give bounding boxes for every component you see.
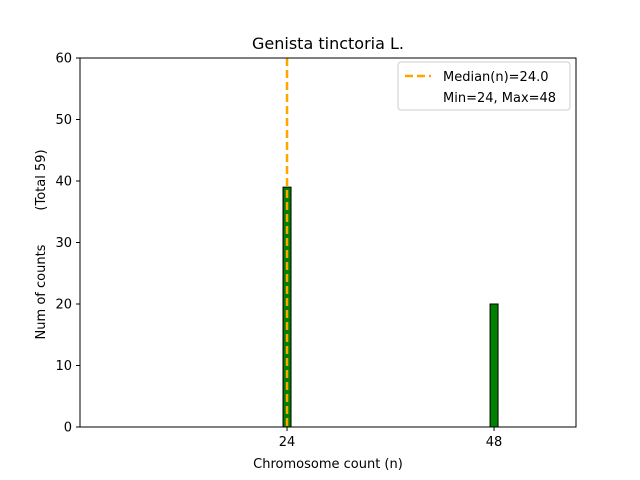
legend: Median(n)=24.0 Min=24, Max=48 — [397, 61, 571, 111]
x-tick-label-24: 24 — [279, 435, 296, 450]
chart-title: Genista tinctoria L. — [252, 34, 404, 53]
y-tick-label-50: 50 — [55, 113, 72, 128]
y-tick-label-40: 40 — [55, 175, 72, 190]
x-tick-label-48: 48 — [486, 435, 503, 450]
bar-24 — [282, 186, 292, 428]
y-axis-label: Num of counts — [34, 244, 49, 339]
y-tick-label-60: 60 — [55, 52, 72, 67]
plot-area — [282, 58, 529, 428]
y-tick-label-30: 30 — [55, 236, 72, 251]
legend-entry-range: Min=24, Max=48 — [443, 91, 556, 106]
y-tick-label-20: 20 — [55, 298, 72, 313]
legend-frame — [397, 61, 571, 111]
y-tick-label-0: 0 — [64, 421, 72, 436]
axes-frame — [79, 57, 577, 428]
legend-entry-median: Median(n)=24.0 — [443, 70, 549, 85]
axes: 0 10 20 30 40 50 60 24 48 — [55, 52, 577, 450]
x-axis-label: Chromosome count (n) — [253, 457, 403, 472]
y-tick-label-10: 10 — [55, 359, 72, 374]
bar-48 — [489, 303, 499, 428]
y-axis-total-label: (Total 59) — [34, 149, 49, 210]
